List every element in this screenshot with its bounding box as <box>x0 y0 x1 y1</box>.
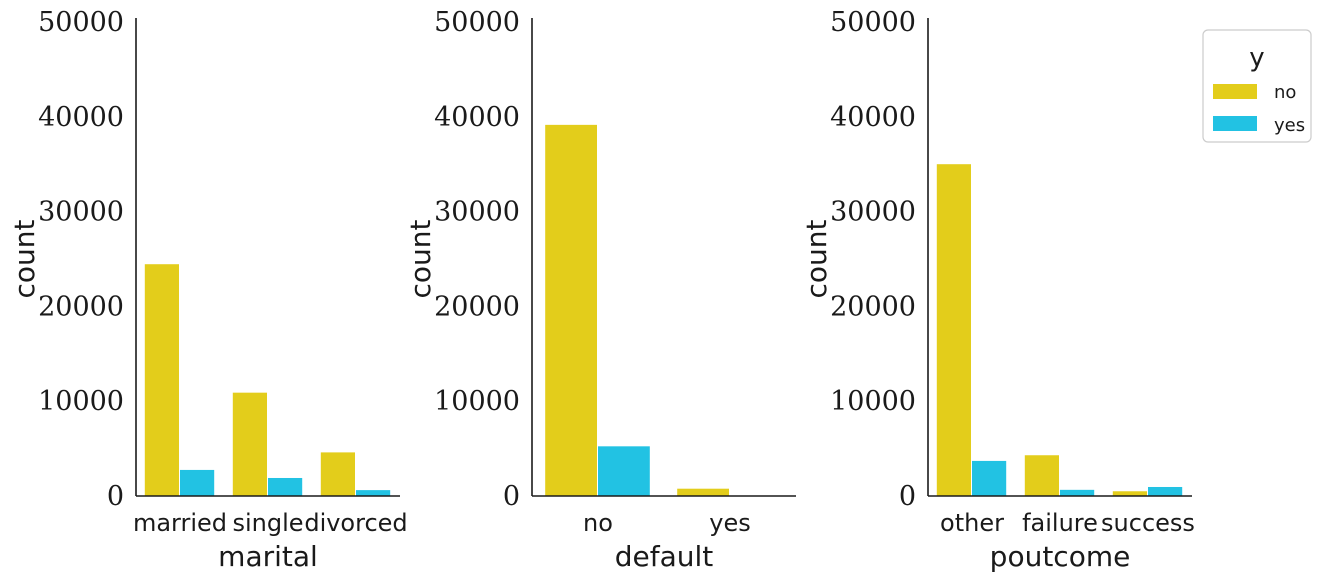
bar-marital-single-yes <box>268 477 303 496</box>
y-tick-label: 10000 <box>830 386 916 417</box>
bar-marital-divorced-yes <box>356 490 391 496</box>
y-tick-label: 50000 <box>434 7 520 38</box>
x-tick-label: no <box>583 509 613 537</box>
x-tick-label: divorced <box>304 509 407 537</box>
bar-default-no-no <box>545 124 597 497</box>
bar-poutcome-failure-yes <box>1060 489 1095 496</box>
y-axis-title: count <box>8 219 41 298</box>
panel-marital: 0 10000 20000 30000 40000 50000 married single d… <box>8 7 408 573</box>
legend-swatch-no <box>1213 84 1257 99</box>
legend-label-yes: yes <box>1274 115 1305 136</box>
x-tick-label: success <box>1101 509 1195 537</box>
x-axis-title: poutcome <box>990 540 1131 573</box>
bar-marital-divorced-no <box>320 452 355 496</box>
bar-poutcome-other-no <box>936 164 971 496</box>
y-tick-label: 40000 <box>38 102 124 133</box>
bar-default-yes-no <box>677 488 729 496</box>
panel-default: 0 10000 20000 30000 40000 50000 no yes default co… <box>404 7 796 573</box>
bar-default-no-yes <box>598 446 650 496</box>
x-axis-title: marital <box>218 540 318 573</box>
y-tick-label: 10000 <box>434 386 520 417</box>
y-tick-label: 40000 <box>830 102 916 133</box>
y-axis-title: count <box>800 219 833 298</box>
x-axis-title: default <box>615 540 714 573</box>
bar-poutcome-other-yes <box>972 460 1007 496</box>
legend-swatch-yes <box>1213 116 1257 131</box>
x-tick-label: married <box>133 509 227 537</box>
legend-label-no: no <box>1274 82 1296 103</box>
panel-poutcome: 0 10000 20000 30000 40000 50000 other failure su… <box>800 7 1195 573</box>
legend: y no yes <box>1202 29 1312 143</box>
bar-marital-married-no <box>144 264 179 496</box>
y-tick-label: 10000 <box>38 386 124 417</box>
y-tick-label: 50000 <box>38 7 124 38</box>
y-tick-label: 20000 <box>38 291 124 322</box>
x-tick-label: yes <box>709 509 750 537</box>
y-axis-title: count <box>404 219 437 298</box>
y-tick-label: 0 <box>503 481 520 512</box>
y-tick-label: 0 <box>899 481 916 512</box>
bar-poutcome-failure-no <box>1024 455 1059 496</box>
y-tick-label: 50000 <box>830 7 916 38</box>
y-tick-label: 20000 <box>830 291 916 322</box>
y-tick-label: 30000 <box>830 197 916 228</box>
bar-poutcome-success-no <box>1112 491 1147 496</box>
y-tick-label: 30000 <box>434 197 520 228</box>
y-tick-label: 20000 <box>434 291 520 322</box>
x-tick-label: other <box>940 509 1004 537</box>
bar-marital-single-no <box>232 392 267 496</box>
y-tick-label: 40000 <box>434 102 520 133</box>
x-tick-label: single <box>232 509 303 537</box>
legend-title: y <box>1249 43 1264 73</box>
x-tick-label: failure <box>1022 509 1098 537</box>
y-tick-label: 0 <box>107 481 124 512</box>
bar-marital-married-yes <box>180 469 215 496</box>
y-tick-label: 30000 <box>38 197 124 228</box>
bar-poutcome-success-yes <box>1148 486 1183 496</box>
